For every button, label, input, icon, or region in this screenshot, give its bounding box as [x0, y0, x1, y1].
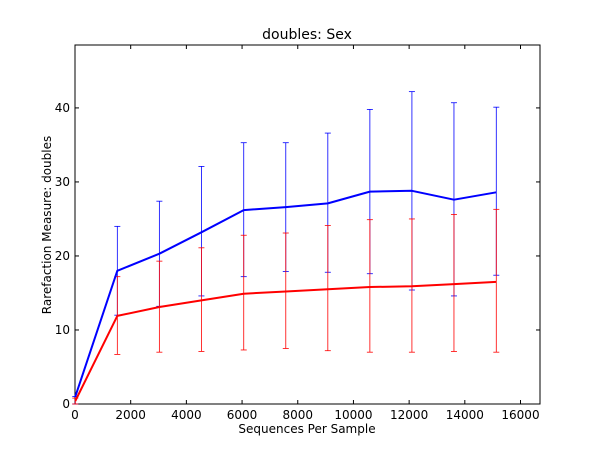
error-bar-s1-7 — [366, 219, 373, 353]
x-tick-label-0: 0 — [71, 408, 79, 422]
series-line-0 — [74, 189, 497, 397]
y-axis-label: Rarefaction Measure: doubles — [40, 136, 54, 314]
error-bar-s1-6 — [324, 225, 331, 352]
y-tick-label-2: 20 — [55, 249, 70, 263]
y-tick-label-4: 40 — [55, 101, 70, 115]
error-bar-s1-4 — [240, 234, 247, 351]
chart-title: doubles: Sex — [262, 27, 352, 43]
x-tick-label-6: 12000 — [390, 408, 428, 422]
x-axis-label: Sequences Per Sample — [238, 422, 375, 436]
x-tick-label-8: 16000 — [501, 408, 539, 422]
x-tick-label-5: 10000 — [334, 408, 372, 422]
axes-frame — [74, 44, 541, 405]
plot-area — [74, 44, 541, 405]
series-lines — [74, 189, 497, 402]
x-axis: 0 2000 4000 6000 8000 10000 12000 14000 16000 — [71, 45, 540, 422]
error-bar-s1-10 — [493, 208, 500, 353]
error-bars — [72, 91, 500, 405]
y-axis: 0 10 20 30 40 — [55, 101, 540, 411]
series-line-1 — [74, 280, 497, 402]
x-tick-label-1: 2000 — [115, 408, 146, 422]
x-tick-label-7: 14000 — [446, 408, 484, 422]
y-tick-label-0: 0 — [62, 397, 70, 411]
x-tick-label-2: 4000 — [171, 408, 202, 422]
y-tick-label-1: 10 — [55, 323, 70, 337]
x-tick-label-4: 8000 — [282, 408, 313, 422]
x-tick-label-3: 6000 — [227, 408, 258, 422]
error-bar-s1-9 — [450, 214, 457, 352]
y-tick-label-3: 30 — [55, 175, 70, 189]
